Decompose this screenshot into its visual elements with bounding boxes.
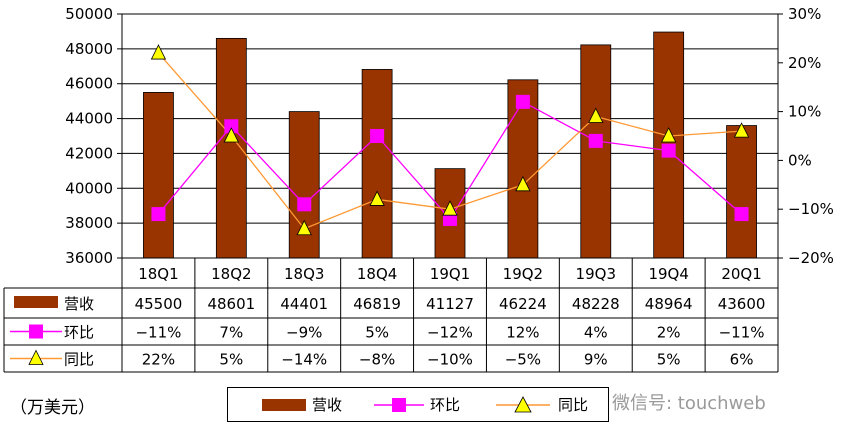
category-label-19Q3: 19Q3 <box>576 265 616 283</box>
table-cell: −9% <box>286 324 322 342</box>
table-cell: 48601 <box>207 295 255 313</box>
row-key-qoq-marker <box>29 324 43 339</box>
table-cell: 43600 <box>718 295 766 313</box>
table-cell: 7% <box>219 324 243 342</box>
table-cell: −12% <box>427 324 473 342</box>
category-label-18Q2: 18Q2 <box>211 265 251 283</box>
legend-bar-swatch <box>262 399 306 411</box>
bar-20Q1 <box>726 125 757 259</box>
row-header-0: 营收 <box>64 295 94 313</box>
bar-19Q3 <box>580 44 612 259</box>
qoq-point-18Q2 <box>224 119 239 134</box>
table-cell: 22% <box>142 351 175 369</box>
row-header-2: 同比 <box>64 351 94 369</box>
table-cell: 9% <box>584 351 608 369</box>
axes <box>117 13 783 259</box>
yoy-point-19Q4 <box>661 127 677 143</box>
left-tick-label: 36000 <box>65 249 113 267</box>
category-label-18Q3: 18Q3 <box>284 265 324 283</box>
watermark: 微信号: touchweb <box>612 393 766 414</box>
category-label-18Q4: 18Q4 <box>357 265 397 283</box>
table-cell: −5% <box>505 351 541 369</box>
category-label-19Q4: 19Q4 <box>648 265 688 283</box>
legend-label-revenue: 营收 <box>312 396 342 414</box>
bar-18Q1 <box>143 92 174 259</box>
table-cell: 5% <box>219 351 243 369</box>
table-cell: −10% <box>427 351 473 369</box>
table-cell: 45500 <box>135 295 183 313</box>
legend-yoy-marker <box>514 396 532 413</box>
table-cell: 5% <box>365 324 389 342</box>
qoq-point-19Q2 <box>515 94 530 109</box>
yoy-point-18Q1 <box>150 44 167 60</box>
left-tick-label: 48000 <box>65 40 113 58</box>
left-tick-label: 44000 <box>65 110 113 128</box>
row-key-yoy-marker <box>28 349 44 365</box>
table-cell: −14% <box>281 351 327 369</box>
left-tick-label: 40000 <box>65 179 113 197</box>
table-cell: 2% <box>657 324 681 342</box>
right-tick-label: 0% <box>788 151 812 169</box>
legend: 营收 环比 同比 <box>227 387 609 422</box>
bar-18Q3 <box>288 111 320 259</box>
table-cell: −11% <box>135 324 181 342</box>
row-key-revenue <box>14 296 58 308</box>
bar-18Q4 <box>361 69 393 259</box>
right-axis-ticks: −20% −10% 0% 10% 20% 30% <box>788 5 834 267</box>
table-cell: 5% <box>657 351 681 369</box>
table-cell: −11% <box>719 324 765 342</box>
table-cell: 46224 <box>499 295 547 313</box>
qoq-point-18Q1 <box>151 207 166 222</box>
yoy-point-18Q4 <box>369 190 385 206</box>
legend-label-qoq: 环比 <box>430 396 460 414</box>
unit-label: （万美元） <box>10 398 95 418</box>
series-markers <box>150 44 750 236</box>
table-cell: 46819 <box>353 295 401 313</box>
table-cell: −8% <box>359 351 395 369</box>
data-table: 18Q1 18Q2 18Q3 18Q4 19Q1 19Q2 19Q3 19Q4 20Q1 营收 45… <box>3 257 779 373</box>
table-cell: 6% <box>730 351 754 369</box>
category-label-19Q2: 19Q2 <box>503 265 543 283</box>
revenue-bars <box>143 31 757 259</box>
category-label-18Q1: 18Q1 <box>138 265 178 283</box>
yoy-point-19Q1 <box>442 200 458 216</box>
left-tick-label: 50000 <box>65 5 113 23</box>
yoy-point-19Q2 <box>515 175 531 192</box>
table-cell: 44401 <box>280 295 328 313</box>
left-axis-ticks: 36000 38000 40000 42000 44000 46000 48000 50000 <box>65 5 113 267</box>
legend-qoq-marker <box>392 398 406 412</box>
right-tick-label: 20% <box>788 54 821 72</box>
legend-graphics: 营收 环比 同比 <box>262 396 588 414</box>
qoq-point-19Q3 <box>588 133 603 148</box>
table-cell: 12% <box>506 324 539 342</box>
right-tick-label: 30% <box>788 5 821 23</box>
table-cell: 48964 <box>645 295 693 313</box>
qoq-point-20Q1 <box>734 207 749 222</box>
right-tick-label: 10% <box>788 103 821 121</box>
table-cell: 48228 <box>572 295 620 313</box>
left-tick-label: 38000 <box>65 214 113 232</box>
qoq-point-18Q3 <box>297 197 312 212</box>
right-tick-label: −10% <box>788 200 834 218</box>
bar-18Q2 <box>215 37 247 259</box>
yoy-point-19Q3 <box>588 107 604 123</box>
table-cell: 4% <box>584 324 608 342</box>
row-header-1: 环比 <box>64 324 94 342</box>
qoq-point-18Q4 <box>370 129 385 143</box>
table-cell: 41127 <box>426 295 474 313</box>
bar-19Q2 <box>507 79 539 259</box>
left-tick-label: 42000 <box>65 144 113 162</box>
right-tick-label: −20% <box>788 249 834 267</box>
left-tick-label: 46000 <box>65 75 113 93</box>
yoy-point-18Q2 <box>223 127 239 143</box>
category-label-20Q1: 20Q1 <box>721 265 761 283</box>
category-label-19Q1: 19Q1 <box>430 265 470 283</box>
legend-label-yoy: 同比 <box>558 396 588 414</box>
yoy-point-20Q1 <box>733 122 750 138</box>
yoy-point-18Q3 <box>296 219 312 236</box>
qoq-point-19Q4 <box>661 143 676 158</box>
